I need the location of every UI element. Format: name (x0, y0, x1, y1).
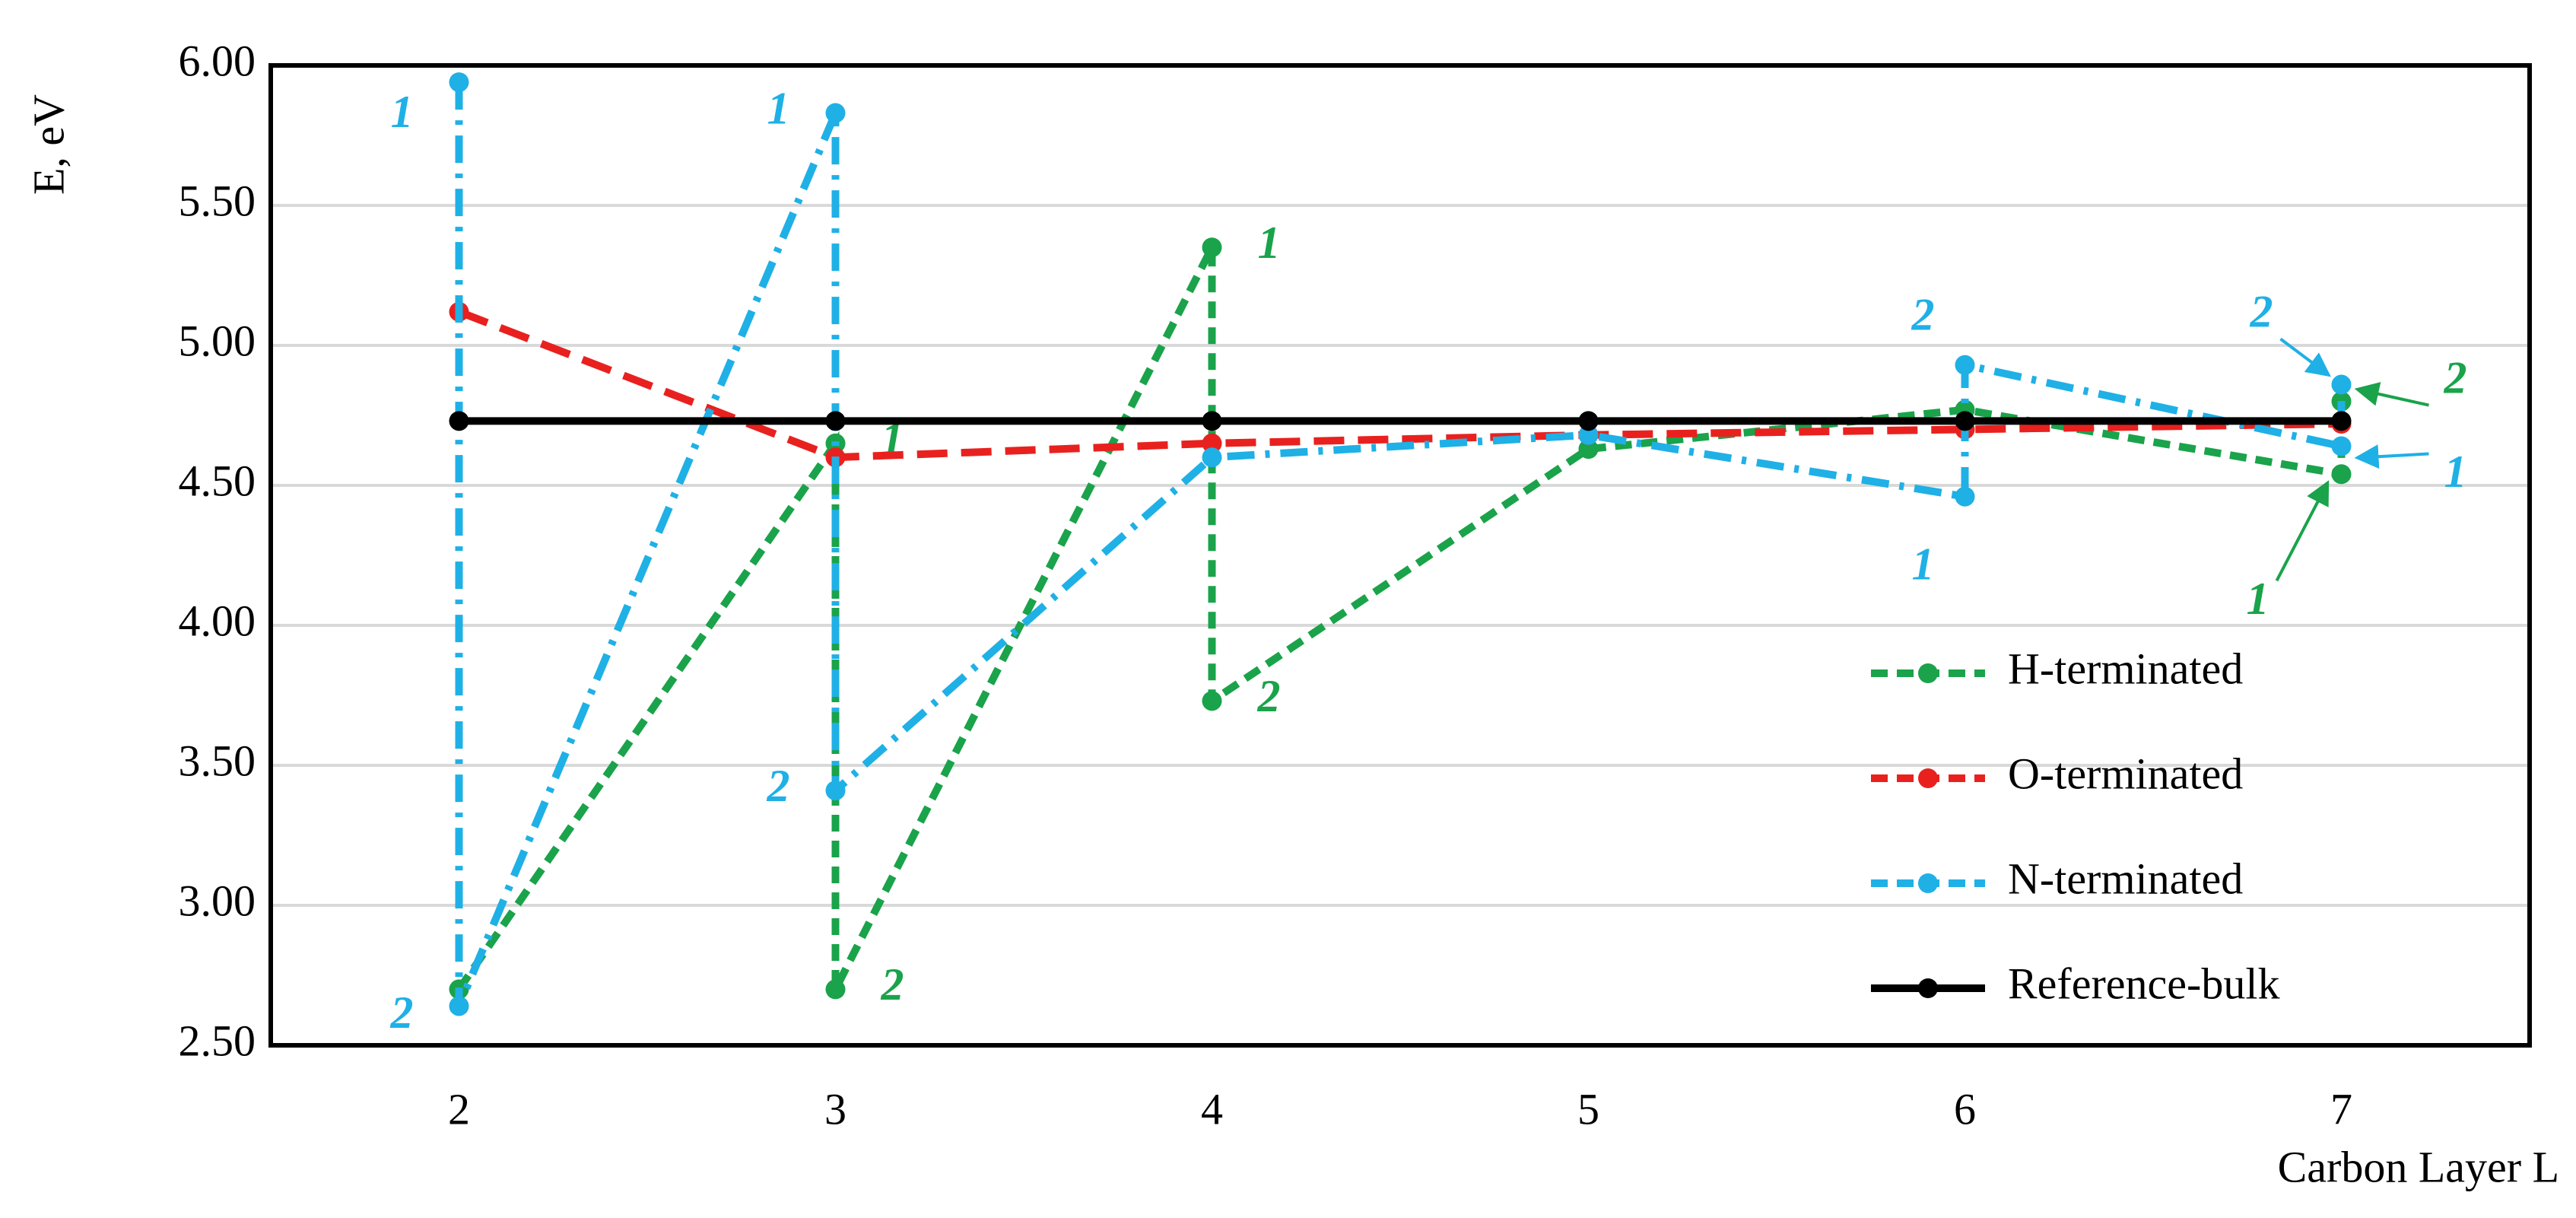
data-point (1578, 411, 1599, 431)
x-tick-label: 2 (448, 1084, 470, 1134)
point-label: 2 (767, 761, 790, 811)
legend-marker (1918, 768, 1938, 788)
data-point (1202, 691, 1222, 711)
point-label: 2 (2250, 286, 2273, 336)
legend-label: Reference-bulk (2008, 959, 2279, 1008)
x-tick-label: 4 (1201, 1084, 1223, 1134)
data-point (825, 979, 846, 1000)
point-label: 2 (881, 959, 904, 1010)
x-tick-label: 6 (1954, 1084, 1976, 1134)
x-axis-title: Carbon Layer L (2278, 1142, 2559, 1191)
y-tick-label: 3.50 (179, 736, 256, 785)
series-line (455, 82, 2346, 1008)
point-label: 1 (1912, 539, 1935, 589)
data-point (449, 996, 469, 1016)
data-point (2331, 411, 2352, 431)
data-point (1955, 486, 1975, 507)
label-arrow (2354, 382, 2429, 407)
point-label: 1 (2247, 574, 2269, 624)
x-tick-label: 5 (1577, 1084, 1599, 1134)
y-tick-label: 5.50 (179, 176, 256, 225)
legend-marker (1918, 873, 1938, 893)
data-point (825, 411, 846, 431)
label-arrow (2279, 337, 2331, 377)
point-label: 2 (390, 987, 414, 1038)
data-point (1955, 411, 1975, 431)
data-point (1578, 425, 1599, 445)
y-tick-label: 2.50 (179, 1016, 256, 1065)
x-tick-label: 3 (824, 1084, 846, 1134)
y-axis-title: E, eV (24, 94, 73, 195)
legend-label: N-terminated (2008, 854, 2243, 903)
data-point (1202, 237, 1222, 258)
point-label: 2 (1911, 290, 1935, 340)
series-line (457, 308, 2342, 462)
y-tick-label: 4.50 (179, 456, 256, 505)
legend-label: O-terminated (2008, 749, 2243, 798)
point-label: 2 (2444, 352, 2467, 402)
point-label: 1 (767, 83, 790, 133)
label-arrow (2275, 480, 2330, 582)
data-point (1202, 433, 1222, 453)
data-point (825, 781, 846, 801)
point-label: 1 (391, 87, 414, 137)
data-point (2331, 464, 2352, 485)
y-tick-label: 3.00 (179, 876, 256, 925)
legend-marker (1918, 663, 1938, 683)
data-point (2331, 374, 2352, 395)
point-label: 1 (1258, 218, 1281, 268)
legend-label: H-terminated (2008, 644, 2243, 693)
data-point (449, 411, 469, 431)
data-point (1578, 439, 1599, 460)
point-label: 1 (2444, 447, 2467, 497)
y-tick-label: 5.00 (179, 316, 256, 365)
data-point (1202, 447, 1222, 468)
y-tick-label: 6.00 (179, 36, 256, 85)
data-point (1202, 411, 1222, 431)
label-arrow (2354, 444, 2429, 469)
plot-frame (268, 63, 2532, 1048)
legend-marker (1918, 978, 1938, 998)
data-point (449, 72, 469, 93)
data-point (2331, 436, 2352, 456)
y-tick-label: 4.00 (179, 596, 256, 645)
x-tick-label: 7 (2330, 1084, 2352, 1134)
data-point (825, 103, 846, 123)
point-label: 2 (1257, 671, 1281, 721)
data-point (1955, 355, 1975, 375)
